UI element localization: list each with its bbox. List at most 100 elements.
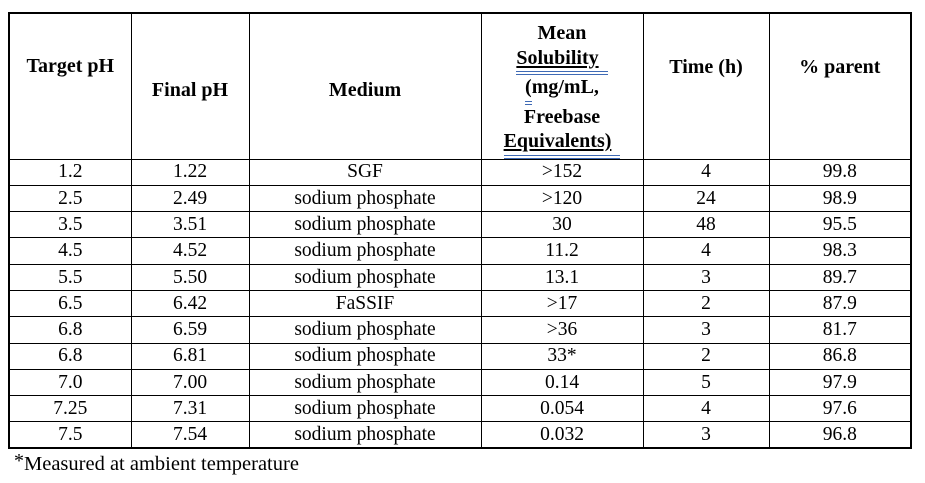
table-row: 4.5 4.52 sodium phosphate 11.2 4 98.3: [8, 237, 912, 265]
cell-final-ph: 6.81: [130, 342, 250, 370]
header-target-ph: Target pH: [8, 12, 132, 160]
cell-time: 5: [642, 368, 770, 397]
cell-target-ph: 1.2: [8, 158, 132, 186]
cell-final-ph: 4.52: [130, 237, 250, 265]
cell-medium: sodium phosphate: [248, 263, 482, 291]
table-row: 1.2 1.22 SGF >152 4 99.8: [8, 158, 912, 186]
table-row: 7.5 7.54 sodium phosphate 0.032 3 96.8: [8, 421, 912, 449]
cell-medium: sodium phosphate: [248, 316, 482, 344]
cell-time: 3: [642, 421, 770, 449]
table-row: 7.25 7.31 sodium phosphate 0.054 4 97.6: [8, 395, 912, 423]
cell-target-ph: 7.0: [8, 368, 132, 397]
cell-medium: SGF: [248, 158, 482, 186]
footnote-text: Measured at ambient temperature: [24, 453, 299, 475]
cell-target-ph: 7.25: [8, 395, 132, 423]
cell-medium: sodium phosphate: [248, 211, 482, 239]
cell-final-ph: 1.22: [130, 158, 250, 186]
cell-solubility: 0.032: [480, 421, 644, 449]
cell-final-ph: 7.31: [130, 395, 250, 423]
cell-solubility: 0.054: [480, 395, 644, 423]
cell-solubility: 0.14: [480, 368, 644, 397]
cell-target-ph: 5.5: [8, 263, 132, 291]
header-final-ph: Final pH: [130, 12, 250, 160]
table-row: 6.5 6.42 FaSSIF >17 2 87.9: [8, 289, 912, 318]
grammar-flag-underline: Solubility: [516, 46, 608, 75]
cell-final-ph: 3.51: [130, 211, 250, 239]
header-mean-solubility-label: Mean Solubility (mg/mL, Freebase Equival…: [482, 14, 642, 158]
solubility-line-1: Mean: [537, 22, 587, 44]
cell-time: 4: [642, 395, 770, 423]
header-final-ph-label: Final pH: [151, 78, 229, 101]
header-medium: Medium: [248, 12, 482, 160]
cell-solubility: 30: [480, 211, 644, 239]
cell-percent-parent: 96.8: [768, 421, 912, 449]
table-row: 6.8 6.81 sodium phosphate 33* 2 86.8: [8, 342, 912, 370]
cell-medium: FaSSIF: [248, 289, 482, 318]
cell-target-ph: 3.5: [8, 211, 132, 239]
cell-target-ph: 6.8: [8, 342, 132, 370]
cell-percent-parent: 86.8: [768, 342, 912, 370]
cell-final-ph: 6.42: [130, 289, 250, 318]
cell-final-ph: 2.49: [130, 184, 250, 213]
cell-medium: sodium phosphate: [248, 237, 482, 265]
cell-time: 24: [642, 184, 770, 213]
cell-target-ph: 4.5: [8, 237, 132, 265]
cell-medium: sodium phosphate: [248, 395, 482, 423]
cell-percent-parent: 89.7: [768, 263, 912, 291]
cell-solubility: >120: [480, 184, 644, 213]
header-medium-label: Medium: [328, 78, 402, 101]
header-percent-parent: % parent: [768, 12, 912, 160]
grammar-flag-underline: (: [525, 75, 532, 105]
cell-solubility: 13.1: [480, 263, 644, 291]
cell-solubility: 11.2: [480, 237, 644, 265]
cell-target-ph: 2.5: [8, 184, 132, 213]
cell-time: 2: [642, 342, 770, 370]
cell-final-ph: 7.54: [130, 421, 250, 449]
header-mean-solubility: Mean Solubility (mg/mL, Freebase Equival…: [480, 12, 644, 160]
cell-solubility: 33*: [480, 342, 644, 370]
table-body: 1.2 1.22 SGF >152 4 99.8 2.5 2.49 sodium phospha…: [8, 158, 912, 449]
table-header: Target pH Final pH Medium Mean Solubilit…: [8, 12, 912, 160]
cell-percent-parent: 81.7: [768, 316, 912, 344]
solubility-line-5: Equivalents): [482, 129, 642, 158]
header-time: Time (h): [642, 12, 770, 160]
cell-final-ph: 6.59: [130, 316, 250, 344]
table-row: 2.5 2.49 sodium phosphate >120 24 98.9: [8, 184, 912, 213]
cell-time: 4: [642, 158, 770, 186]
cell-time: 2: [642, 289, 770, 318]
header-target-ph-label: Target pH: [26, 54, 115, 77]
cell-medium: sodium phosphate: [248, 421, 482, 449]
cell-target-ph: 6.5: [8, 289, 132, 318]
cell-percent-parent: 98.3: [768, 237, 912, 265]
cell-percent-parent: 97.6: [768, 395, 912, 423]
table-row: 6.8 6.59 sodium phosphate >36 3 81.7: [8, 316, 912, 344]
cell-final-ph: 7.00: [130, 368, 250, 397]
cell-medium: sodium phosphate: [248, 184, 482, 213]
cell-percent-parent: 98.9: [768, 184, 912, 213]
footnote-asterisk: *: [14, 450, 24, 472]
cell-target-ph: 6.8: [8, 316, 132, 344]
footnote: *Measured at ambient temperature: [14, 450, 299, 477]
table-row: 7.0 7.00 sodium phosphate 0.14 5 97.9: [8, 368, 912, 397]
cell-solubility: >17: [480, 289, 644, 318]
header-row: Target pH Final pH Medium Mean Solubilit…: [8, 12, 912, 160]
cell-final-ph: 5.50: [130, 263, 250, 291]
header-time-label: Time (h): [669, 55, 743, 78]
cell-solubility: >152: [480, 158, 644, 186]
grammar-flag-underline: Equivalents): [503, 129, 621, 158]
cell-time: 3: [642, 316, 770, 344]
table-row: 3.5 3.51 sodium phosphate 30 48 95.5: [8, 211, 912, 239]
solubility-line-2: Solubility: [482, 46, 642, 75]
cell-solubility: >36: [480, 316, 644, 344]
header-percent-parent-label: % parent: [799, 55, 881, 78]
solubility-line-3: (mg/mL,: [482, 75, 642, 105]
cell-percent-parent: 95.5: [768, 211, 912, 239]
table-row: 5.5 5.50 sodium phosphate 13.1 3 89.7: [8, 263, 912, 291]
cell-medium: sodium phosphate: [248, 342, 482, 370]
cell-target-ph: 7.5: [8, 421, 132, 449]
cell-percent-parent: 99.8: [768, 158, 912, 186]
cell-time: 3: [642, 263, 770, 291]
cell-time: 48: [642, 211, 770, 239]
cell-time: 4: [642, 237, 770, 265]
